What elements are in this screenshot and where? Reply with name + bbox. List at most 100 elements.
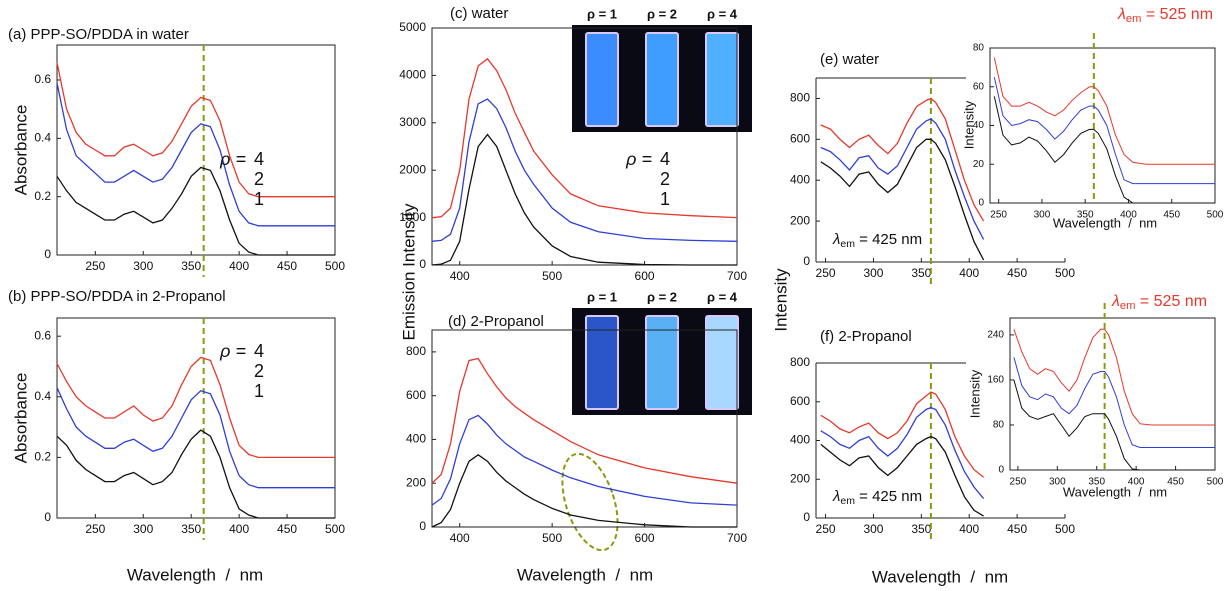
plot-frame (1009, 317, 1216, 471)
x-axis-label: Wavelength / nm (127, 565, 263, 584)
y-tick-label: 800 (406, 344, 426, 358)
y-axis-label: Absorbance (11, 105, 30, 196)
series-line (820, 138, 985, 261)
x-tick-label: 300 (1034, 210, 1051, 221)
series-line (431, 57, 738, 219)
photo-label: ρ = 4 (707, 289, 738, 304)
x-tick-label: 500 (1207, 477, 1224, 488)
x-tick-label: 350 (911, 522, 931, 536)
x-tick-label: 400 (229, 522, 249, 536)
y-tick-label: 80 (993, 420, 1005, 431)
photo-label: ρ = 1 (587, 289, 617, 304)
y-tick-label: 0 (803, 254, 810, 268)
series-line (431, 454, 737, 528)
y-axis-label: Emission Intensity (399, 203, 418, 340)
highlight-ellipse (561, 452, 619, 552)
series-line (56, 166, 335, 256)
x-tick-label: 300 (133, 522, 153, 536)
subscript: em (1120, 300, 1136, 312)
y-tick-label: 0.6 (34, 328, 51, 342)
x-tick-label: 700 (727, 269, 747, 283)
plot-frame (989, 47, 1216, 204)
series-line (431, 133, 737, 266)
chart-title: (d) 2-Propanol (448, 313, 544, 330)
cuvette (585, 32, 619, 127)
series-line (431, 357, 738, 484)
series-line (1013, 357, 1215, 448)
x-tick-label: 400 (450, 269, 470, 283)
plot-frame (431, 329, 738, 528)
y-tick-label: 0 (978, 198, 984, 209)
symbol: λ (832, 488, 840, 505)
x-tick-label: 500 (1055, 266, 1075, 280)
x-tick-label: 500 (1055, 522, 1075, 536)
legend-title: ρ = (625, 149, 652, 169)
x-tick-label: 250 (1010, 477, 1027, 488)
legend-entry: 1 (254, 189, 264, 209)
series-line (993, 57, 1215, 165)
series-line (820, 118, 985, 240)
y-axis-label: Intensity (771, 268, 790, 332)
plot-frame (56, 317, 336, 519)
x-tick-label: 450 (277, 259, 297, 273)
legend-entry: 4 (254, 341, 264, 361)
chart-title: (a) PPP-SO/PDDA in water (8, 26, 189, 43)
series-line (56, 356, 335, 459)
x-tick-label: 300 (863, 266, 883, 280)
y-tick-label: 800 (790, 91, 810, 105)
photo-label: ρ = 2 (647, 289, 677, 304)
cuvette (645, 32, 679, 127)
x-tick-label: 250 (85, 259, 105, 273)
x-tick-label: 250 (990, 210, 1007, 221)
x-tick-label: 500 (1207, 210, 1224, 221)
y-tick-label: 0.2 (34, 450, 51, 464)
cuvette (705, 32, 739, 127)
x-tick-label: 250 (85, 522, 105, 536)
x-tick-label: 450 (1007, 522, 1027, 536)
x-tick-label: 250 (816, 266, 836, 280)
x-tick-label: 400 (1120, 210, 1137, 221)
chart-title: (b) PPP-SO/PDDA in 2-Propanol (8, 288, 226, 305)
y-tick-label: 240 (987, 330, 1004, 341)
symbol: λ (1117, 6, 1126, 23)
x-tick-label: 500 (325, 522, 345, 536)
series-line (56, 387, 335, 489)
text: = 525 nm (1141, 6, 1213, 23)
y-tick-label: 200 (790, 213, 810, 227)
y-axis-label: Intensity (967, 369, 982, 418)
y-tick-label: 4000 (399, 68, 426, 82)
subscript: em (1126, 13, 1142, 25)
plot-frame (431, 27, 738, 266)
series-line (820, 406, 985, 500)
x-tick-label: 350 (181, 522, 201, 536)
x-tick-label: 500 (325, 259, 345, 273)
x-tick-label: 250 (816, 522, 836, 536)
y-tick-label: 400 (790, 433, 810, 447)
x-tick-label: 450 (277, 522, 297, 536)
text: = 425 nm (855, 231, 922, 248)
photo-label: ρ = 1 (587, 6, 617, 21)
text: = 425 nm (855, 488, 922, 505)
x-axis-label: Wavelength / nm (1063, 484, 1167, 499)
y-tick-label: 20 (973, 159, 985, 170)
series-line (431, 98, 738, 242)
y-tick-label: 160 (987, 375, 1004, 386)
cuvette (705, 315, 739, 410)
x-tick-label: 500 (542, 269, 562, 283)
rich-label: λem = 525 nm (1117, 6, 1213, 25)
subscript: em (840, 495, 855, 507)
cuvette (585, 315, 619, 410)
series-line (820, 97, 985, 222)
series-line (56, 82, 335, 227)
x-tick-label: 350 (181, 259, 201, 273)
x-axis-label: Wavelength / nm (1053, 215, 1157, 230)
x-axis-label: Wavelength / nm (517, 565, 653, 584)
x-tick-label: 450 (1007, 266, 1027, 280)
y-tick-label: 200 (790, 471, 810, 485)
x-axis-label: Wavelength / nm (872, 567, 1008, 586)
y-tick-label: 400 (790, 172, 810, 186)
x-tick-label: 500 (542, 531, 562, 545)
photo-label: ρ = 4 (707, 6, 738, 21)
series-line (993, 76, 1215, 185)
